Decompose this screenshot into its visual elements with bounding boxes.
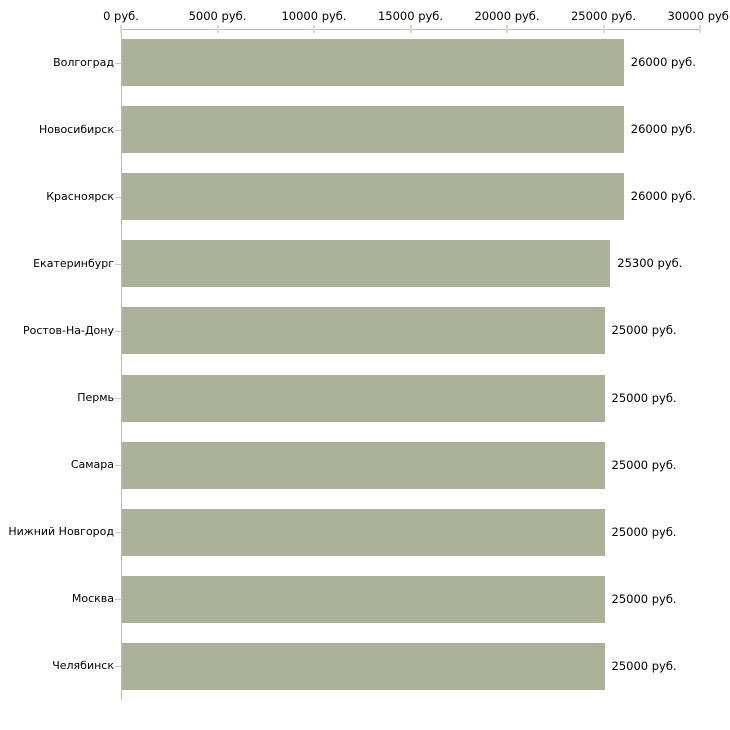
bar bbox=[122, 307, 605, 355]
y-axis-tick bbox=[115, 331, 121, 332]
x-axis-tick bbox=[699, 25, 701, 33]
bar bbox=[122, 441, 605, 489]
category-label: Самара bbox=[70, 458, 114, 472]
x-axis-tick bbox=[313, 25, 315, 33]
y-axis-tick bbox=[115, 532, 121, 533]
bar bbox=[122, 374, 605, 422]
bar-value-label: 26000 руб. bbox=[630, 55, 696, 70]
x-axis-tick bbox=[506, 25, 508, 33]
x-axis-tick-label: 20000 руб. bbox=[474, 9, 540, 23]
y-axis-tick bbox=[115, 599, 121, 600]
bar-value-label: 25000 руб. bbox=[611, 457, 677, 472]
category-label: Москва bbox=[71, 592, 114, 606]
bar bbox=[122, 39, 624, 87]
y-axis-tick bbox=[115, 666, 121, 667]
x-axis-tick bbox=[602, 25, 605, 33]
bar bbox=[122, 575, 605, 623]
y-axis-tick bbox=[115, 398, 121, 399]
bar-value-label: 26000 руб. bbox=[630, 122, 696, 137]
bar bbox=[122, 642, 605, 690]
bar-value-label: 25300 руб. bbox=[617, 256, 683, 271]
bar-value-label: 26000 руб. bbox=[630, 189, 696, 204]
bar bbox=[122, 173, 624, 221]
bar-value-label: 25000 руб. bbox=[611, 524, 677, 539]
category-label: Новосибирск bbox=[38, 122, 114, 136]
category-label: Екатеринбург bbox=[33, 256, 114, 270]
category-label: Нижний Новгород bbox=[8, 525, 114, 539]
y-axis-tick bbox=[115, 130, 121, 131]
category-label: Ростов-На-Дону bbox=[22, 323, 114, 337]
x-axis-tick bbox=[216, 25, 219, 33]
x-axis-tick bbox=[120, 25, 122, 33]
bar-value-label: 25000 руб. bbox=[611, 591, 677, 606]
y-axis-tick bbox=[115, 465, 121, 466]
x-axis-tick-label: 10000 руб. bbox=[281, 9, 347, 23]
y-axis-tick bbox=[115, 63, 121, 64]
y-axis-line bbox=[121, 29, 122, 700]
bar bbox=[122, 508, 605, 556]
x-axis-tick-label: 5000 руб. bbox=[188, 9, 247, 23]
category-label: Красноярск bbox=[46, 189, 114, 203]
bar bbox=[122, 106, 624, 154]
y-axis-tick bbox=[115, 197, 121, 198]
category-label: Челябинск bbox=[52, 659, 114, 673]
y-axis-tick bbox=[115, 264, 121, 265]
bar-value-label: 25000 руб. bbox=[611, 658, 677, 673]
x-axis-tick-label: 0 руб. bbox=[103, 9, 139, 23]
bar-value-label: 25000 руб. bbox=[611, 323, 677, 338]
bar bbox=[122, 240, 611, 288]
x-axis-tick-label: 30000 руб. bbox=[667, 9, 730, 23]
x-axis-tick bbox=[409, 25, 412, 33]
x-axis-tick-label: 15000 руб. bbox=[377, 9, 444, 23]
category-label: Пермь bbox=[77, 391, 114, 405]
bar-value-label: 25000 руб. bbox=[611, 390, 677, 405]
category-label: Волгоград bbox=[53, 55, 114, 69]
x-axis-tick-label: 25000 руб. bbox=[570, 9, 637, 23]
